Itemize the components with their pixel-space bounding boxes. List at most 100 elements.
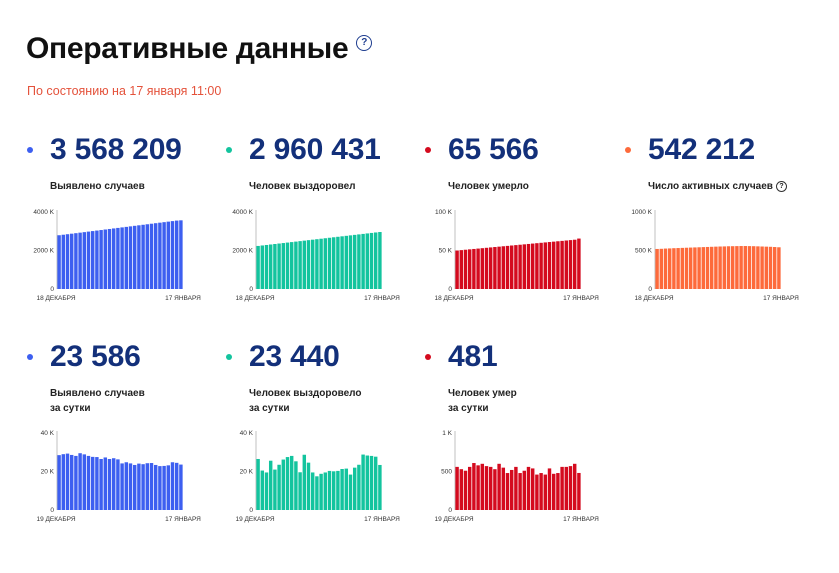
bar[interactable] — [373, 456, 378, 510]
bar[interactable] — [547, 468, 552, 510]
bar[interactable] — [260, 245, 265, 289]
bar[interactable] — [298, 241, 302, 289]
bar[interactable] — [78, 232, 82, 289]
bar[interactable] — [357, 464, 361, 510]
bar[interactable] — [323, 472, 328, 510]
bar[interactable] — [128, 226, 133, 289]
bar[interactable] — [467, 249, 472, 289]
bar[interactable] — [74, 455, 78, 510]
bar[interactable] — [137, 225, 141, 289]
bar[interactable] — [697, 247, 701, 289]
bar[interactable] — [302, 454, 307, 510]
bar[interactable] — [310, 472, 315, 510]
bar[interactable] — [132, 464, 137, 510]
bar[interactable] — [459, 250, 464, 289]
bar[interactable] — [764, 246, 769, 289]
bar[interactable] — [61, 454, 66, 510]
bar[interactable] — [497, 246, 501, 289]
bar[interactable] — [315, 476, 319, 510]
bar[interactable] — [65, 234, 70, 289]
bar[interactable] — [455, 250, 459, 290]
bar[interactable] — [365, 455, 370, 510]
bar[interactable] — [556, 241, 560, 289]
bar[interactable] — [268, 244, 273, 289]
bar[interactable] — [57, 235, 61, 289]
bar[interactable] — [722, 246, 727, 289]
bar[interactable] — [655, 248, 659, 289]
bar[interactable] — [526, 243, 531, 289]
bar[interactable] — [331, 237, 336, 289]
bar[interactable] — [472, 463, 476, 510]
bar[interactable] — [319, 473, 323, 510]
bar[interactable] — [348, 235, 353, 289]
bar[interactable] — [572, 463, 577, 510]
bar[interactable] — [369, 232, 374, 289]
bar[interactable] — [268, 460, 273, 510]
bar[interactable] — [735, 246, 739, 289]
bar[interactable] — [501, 467, 506, 510]
bar[interactable] — [701, 247, 706, 289]
bar[interactable] — [361, 233, 365, 289]
bar[interactable] — [336, 236, 340, 289]
bar[interactable] — [680, 247, 685, 289]
help-icon[interactable]: ? — [356, 35, 373, 51]
bar[interactable] — [273, 469, 277, 510]
bar[interactable] — [743, 246, 748, 289]
bar[interactable] — [672, 248, 676, 289]
bar[interactable] — [153, 223, 158, 289]
bar[interactable] — [352, 234, 357, 289]
bar[interactable] — [577, 472, 581, 510]
bar[interactable] — [124, 226, 129, 289]
bar[interactable] — [472, 248, 476, 289]
bar[interactable] — [663, 248, 668, 289]
bar[interactable] — [179, 464, 183, 510]
bar[interactable] — [539, 473, 543, 510]
bar[interactable] — [577, 238, 581, 289]
bar[interactable] — [714, 246, 718, 289]
bar[interactable] — [476, 248, 480, 289]
bar[interactable] — [273, 244, 277, 289]
bar[interactable] — [564, 240, 569, 289]
bar[interactable] — [547, 242, 552, 289]
bar[interactable] — [294, 241, 298, 289]
bar[interactable] — [306, 462, 311, 510]
bar[interactable] — [551, 241, 556, 289]
bar[interactable] — [111, 458, 116, 510]
bar[interactable] — [530, 243, 535, 289]
bar[interactable] — [166, 221, 171, 290]
bar[interactable] — [568, 466, 573, 510]
bar[interactable] — [69, 233, 74, 289]
bar[interactable] — [277, 464, 281, 510]
bar[interactable] — [57, 455, 61, 510]
bar[interactable] — [480, 248, 485, 289]
bar[interactable] — [493, 247, 497, 289]
bar[interactable] — [705, 246, 710, 289]
bar[interactable] — [514, 466, 518, 510]
bar[interactable] — [120, 463, 124, 510]
bar[interactable] — [281, 243, 286, 289]
bar[interactable] — [505, 473, 510, 510]
bar[interactable] — [560, 466, 564, 510]
bar[interactable] — [174, 220, 179, 289]
bar[interactable] — [302, 240, 307, 289]
bar[interactable] — [730, 246, 735, 289]
bar[interactable] — [572, 239, 577, 289]
bar[interactable] — [526, 466, 531, 510]
bar[interactable] — [179, 220, 183, 289]
bar[interactable] — [340, 469, 344, 510]
bar[interactable] — [158, 466, 162, 510]
bar[interactable] — [327, 470, 332, 510]
bar[interactable] — [174, 462, 179, 510]
bar[interactable] — [484, 466, 489, 510]
bar[interactable] — [90, 456, 95, 510]
bar[interactable] — [78, 453, 82, 510]
bar[interactable] — [256, 245, 260, 289]
bar[interactable] — [522, 470, 527, 510]
bar[interactable] — [331, 471, 336, 510]
bar[interactable] — [509, 469, 514, 510]
bar[interactable] — [99, 458, 103, 510]
bar[interactable] — [294, 461, 298, 510]
bar[interactable] — [285, 242, 290, 289]
bar[interactable] — [277, 243, 281, 289]
bar[interactable] — [361, 454, 365, 510]
